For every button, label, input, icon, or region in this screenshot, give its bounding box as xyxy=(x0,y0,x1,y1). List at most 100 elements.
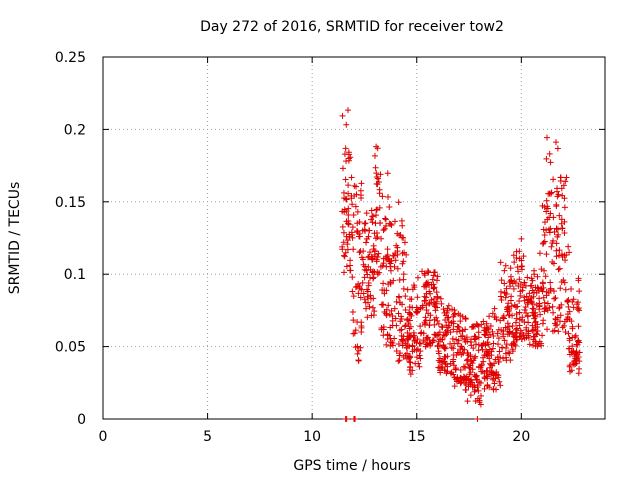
data-point xyxy=(451,383,458,390)
data-point xyxy=(477,379,484,386)
data-point xyxy=(558,251,565,258)
data-point xyxy=(543,197,550,204)
data-point xyxy=(517,327,524,334)
data-point xyxy=(350,293,357,300)
data-point xyxy=(368,216,375,223)
data-point xyxy=(554,185,561,192)
data-point xyxy=(521,306,528,313)
data-point xyxy=(495,341,502,348)
data-point xyxy=(489,328,496,335)
data-point xyxy=(362,227,369,234)
data-point xyxy=(565,296,572,303)
data-point xyxy=(528,299,535,306)
data-point xyxy=(501,280,508,287)
data-point xyxy=(541,267,548,274)
data-point xyxy=(385,302,392,309)
data-point xyxy=(405,333,412,340)
data-point xyxy=(543,227,550,234)
data-point xyxy=(467,351,474,358)
data-point xyxy=(406,317,413,324)
data-point xyxy=(382,310,389,317)
x-axis-label: GPS time / hours xyxy=(293,458,410,474)
data-point xyxy=(560,182,567,189)
data-point xyxy=(516,248,523,255)
data-point xyxy=(544,307,551,314)
data-point xyxy=(472,387,479,394)
data-point xyxy=(458,343,465,350)
data-point xyxy=(449,358,456,365)
data-point xyxy=(339,112,346,119)
data-point xyxy=(570,296,577,303)
data-point xyxy=(524,274,531,281)
data-point xyxy=(349,224,356,231)
data-point xyxy=(352,416,359,422)
data-point xyxy=(481,352,488,359)
data-point xyxy=(572,350,579,357)
data-point xyxy=(495,372,502,379)
data-point xyxy=(436,329,443,336)
data-point xyxy=(343,196,350,203)
data-point xyxy=(515,268,522,275)
data-point xyxy=(371,308,378,315)
data-point xyxy=(419,268,426,275)
data-point xyxy=(443,361,450,368)
data-point xyxy=(521,279,528,286)
data-point xyxy=(462,380,469,387)
y-tick-label: 0.05 xyxy=(55,340,86,356)
data-point xyxy=(364,286,371,293)
data-point xyxy=(454,375,461,382)
data-point xyxy=(540,294,547,301)
data-point xyxy=(556,318,563,325)
data-point xyxy=(539,332,546,339)
data-point xyxy=(553,247,560,254)
data-point xyxy=(481,385,488,392)
data-point xyxy=(485,350,492,357)
data-point xyxy=(339,223,346,230)
data-point xyxy=(445,318,452,325)
data-point xyxy=(405,320,412,327)
data-point xyxy=(399,301,406,308)
data-point xyxy=(565,330,572,337)
data-point xyxy=(502,262,509,269)
data-point xyxy=(526,341,533,348)
data-point xyxy=(411,338,418,345)
data-point xyxy=(550,260,557,267)
data-point xyxy=(448,369,455,376)
data-point xyxy=(380,324,387,331)
data-point xyxy=(443,370,450,377)
data-point xyxy=(345,107,352,114)
data-point xyxy=(529,287,536,294)
data-point xyxy=(562,328,569,335)
data-point xyxy=(491,380,498,387)
data-point xyxy=(552,295,559,302)
data-point xyxy=(551,327,558,334)
data-point xyxy=(566,337,573,344)
data-point xyxy=(413,347,420,354)
data-point xyxy=(399,222,406,229)
data-point xyxy=(355,357,362,364)
data-point xyxy=(351,330,358,337)
data-point xyxy=(339,165,346,172)
data-point xyxy=(442,367,449,374)
data-point xyxy=(358,180,365,187)
data-point xyxy=(341,209,348,216)
data-point xyxy=(514,303,521,310)
data-point xyxy=(474,376,481,383)
data-point xyxy=(344,246,351,253)
data-point xyxy=(508,303,515,310)
data-point xyxy=(406,304,413,311)
data-point xyxy=(427,290,434,297)
data-point xyxy=(414,274,421,281)
data-point xyxy=(471,382,478,389)
data-point xyxy=(482,342,489,349)
data-point xyxy=(392,257,399,264)
data-point xyxy=(354,208,361,215)
data-point xyxy=(371,152,378,159)
data-point xyxy=(510,252,517,259)
data-point xyxy=(423,334,430,341)
data-point xyxy=(363,210,370,217)
y-axis-ticks: 0 0.05 0.1 0.15 0.2 0.25 xyxy=(55,50,605,428)
data-point xyxy=(345,205,352,212)
data-point xyxy=(451,374,458,381)
data-point xyxy=(349,274,356,281)
